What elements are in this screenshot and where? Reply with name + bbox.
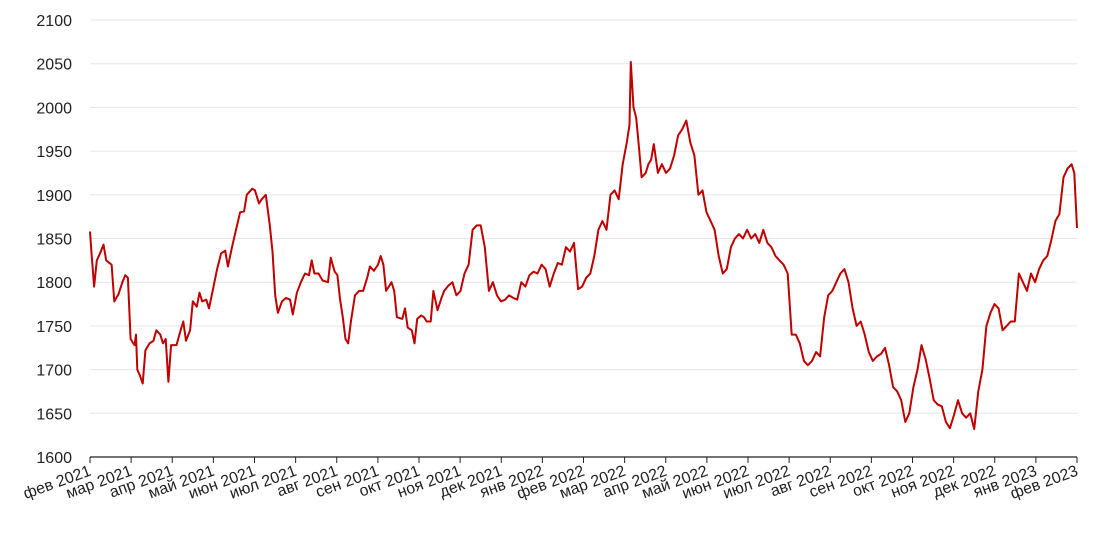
y-tick-label: 1850 xyxy=(36,232,72,249)
gridlines xyxy=(90,19,1077,458)
series-line xyxy=(89,61,1078,430)
y-tick-label: 1950 xyxy=(36,144,72,161)
y-tick-label: 1700 xyxy=(36,363,72,380)
y-tick-label: 2100 xyxy=(36,13,72,30)
y-tick-label: 2050 xyxy=(36,57,72,74)
y-tick-label: 2000 xyxy=(36,100,72,117)
y-tick-label: 1650 xyxy=(36,406,72,423)
y-tick-label: 1900 xyxy=(36,188,72,205)
y-tick-label: 1600 xyxy=(36,450,72,467)
y-tick-label: 1750 xyxy=(36,319,72,336)
y-axis: 1600 1650 1700 1750 1800 1850 1900 1950 2000 2050… xyxy=(36,13,72,467)
y-tick-label: 1800 xyxy=(36,275,72,292)
